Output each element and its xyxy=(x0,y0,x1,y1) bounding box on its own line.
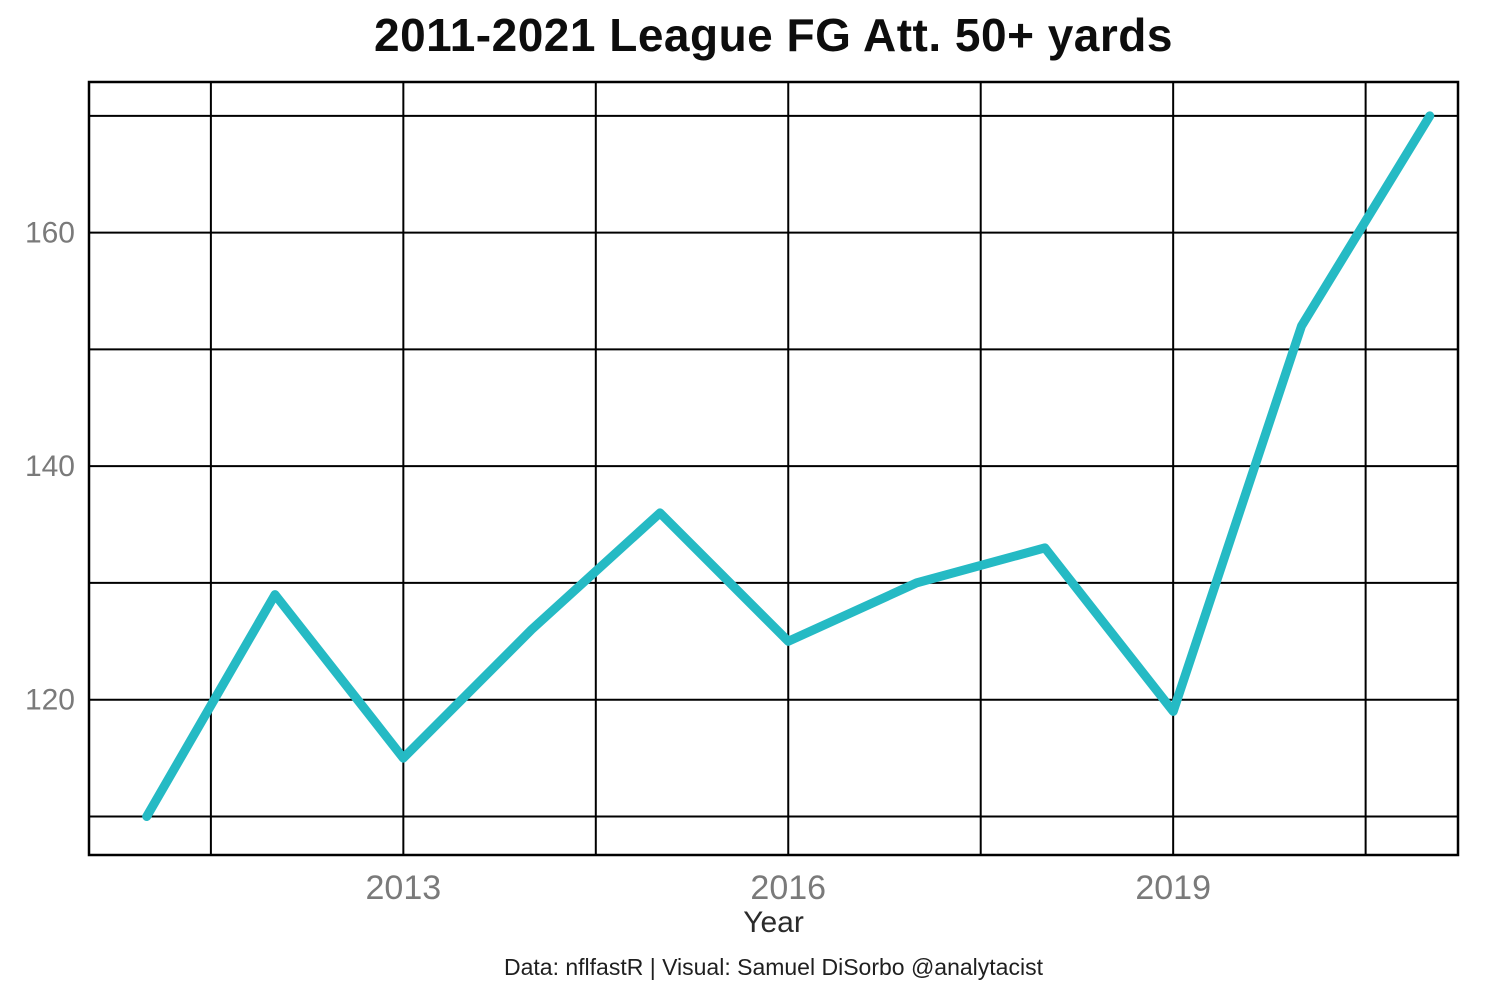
panel-border xyxy=(87,80,1460,857)
data-line xyxy=(142,111,1435,821)
y-tick-label: 140 xyxy=(25,450,75,483)
y-tick-label: 160 xyxy=(25,217,75,250)
x-tick-label: 2013 xyxy=(366,869,442,907)
x-tick-label: 2019 xyxy=(1135,869,1211,907)
x-axis-title: Year xyxy=(743,906,804,939)
chart-title: 2011-2021 League FG Att. 50+ yards xyxy=(374,9,1173,61)
y-tick-label: 120 xyxy=(25,684,75,717)
chart-caption: Data: nflfastR | Visual: Samuel DiSorbo … xyxy=(504,954,1043,980)
x-tick-label: 2016 xyxy=(750,869,826,907)
